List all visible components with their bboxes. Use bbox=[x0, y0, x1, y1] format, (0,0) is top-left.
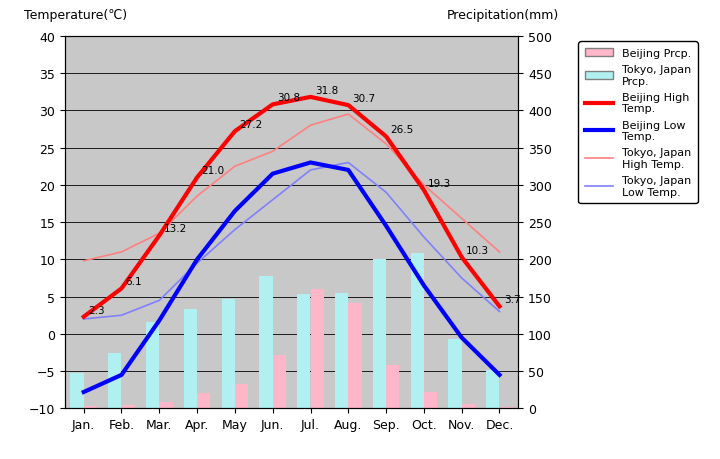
Legend: Beijing Prcp., Tokyo, Japan
Prcp., Beijing High
Temp., Beijing Low
Temp., Tokyo,: Beijing Prcp., Tokyo, Japan Prcp., Beiji… bbox=[578, 42, 698, 204]
Beijing Low
Temp. bbox=[420, 283, 428, 289]
Tokyo, Japan
Low Temp. bbox=[117, 313, 126, 319]
Tokyo, Japan
Low Temp. bbox=[495, 309, 504, 314]
Tokyo, Japan
Low Temp. bbox=[230, 227, 239, 233]
Bar bbox=[310, 290, 324, 409]
Text: 27.2: 27.2 bbox=[239, 120, 262, 130]
Text: 26.5: 26.5 bbox=[390, 125, 413, 135]
Bar bbox=[410, 254, 424, 409]
Beijing Low
Temp. bbox=[193, 257, 202, 263]
Tokyo, Japan
Low Temp. bbox=[269, 197, 277, 203]
Tokyo, Japan
Low Temp. bbox=[457, 275, 466, 281]
Beijing Low
Temp. bbox=[306, 160, 315, 166]
Bar bbox=[146, 322, 159, 409]
Bar bbox=[159, 402, 173, 409]
Beijing High
Temp. bbox=[344, 103, 353, 109]
Beijing Low
Temp. bbox=[117, 372, 126, 378]
Tokyo, Japan
Low Temp. bbox=[79, 317, 88, 322]
Text: 30.7: 30.7 bbox=[353, 94, 376, 104]
Beijing High
Temp. bbox=[420, 188, 428, 193]
Text: 21.0: 21.0 bbox=[202, 166, 225, 176]
Line: Beijing High
Temp.: Beijing High Temp. bbox=[84, 98, 500, 317]
Bar bbox=[122, 405, 135, 409]
Beijing High
Temp. bbox=[382, 134, 390, 140]
Text: 2.3: 2.3 bbox=[88, 305, 104, 315]
Tokyo, Japan
High Temp. bbox=[269, 149, 277, 155]
Line: Beijing Low
Temp.: Beijing Low Temp. bbox=[84, 163, 500, 392]
Bar bbox=[297, 294, 310, 409]
Line: Tokyo, Japan
Low Temp.: Tokyo, Japan Low Temp. bbox=[84, 163, 500, 319]
Beijing High
Temp. bbox=[269, 102, 277, 108]
Tokyo, Japan
High Temp. bbox=[230, 164, 239, 169]
Bar bbox=[184, 310, 197, 409]
Tokyo, Japan
Low Temp. bbox=[155, 298, 163, 303]
Bar bbox=[235, 384, 248, 409]
Tokyo, Japan
High Temp. bbox=[382, 142, 390, 147]
Tokyo, Japan
Low Temp. bbox=[344, 160, 353, 166]
Text: Temperature(℃): Temperature(℃) bbox=[24, 9, 127, 22]
Beijing High
Temp. bbox=[457, 255, 466, 260]
Beijing Low
Temp. bbox=[155, 318, 163, 324]
Bar bbox=[424, 392, 437, 409]
Text: 30.8: 30.8 bbox=[277, 93, 300, 103]
Beijing Low
Temp. bbox=[457, 335, 466, 341]
Beijing High
Temp. bbox=[117, 286, 126, 291]
Tokyo, Japan
Low Temp. bbox=[420, 235, 428, 240]
Beijing High
Temp. bbox=[495, 304, 504, 309]
Beijing High
Temp. bbox=[230, 129, 239, 134]
Text: 10.3: 10.3 bbox=[466, 246, 489, 255]
Bar bbox=[449, 339, 462, 409]
Text: 3.7: 3.7 bbox=[504, 295, 521, 304]
Bar bbox=[373, 260, 386, 409]
Text: Precipitation(mm): Precipitation(mm) bbox=[447, 9, 559, 22]
Beijing Low
Temp. bbox=[344, 168, 353, 174]
Bar bbox=[500, 407, 513, 409]
Bar bbox=[462, 404, 475, 409]
Bar bbox=[108, 353, 122, 409]
Text: 6.1: 6.1 bbox=[126, 277, 143, 286]
Bar bbox=[71, 373, 84, 409]
Beijing High
Temp. bbox=[306, 95, 315, 101]
Bar bbox=[348, 304, 361, 409]
Beijing High
Temp. bbox=[155, 233, 163, 239]
Beijing Low
Temp. bbox=[495, 372, 504, 378]
Text: 19.3: 19.3 bbox=[428, 179, 451, 189]
Tokyo, Japan
High Temp. bbox=[117, 250, 126, 255]
Beijing Low
Temp. bbox=[269, 172, 277, 177]
Bar bbox=[386, 365, 400, 409]
Beijing Low
Temp. bbox=[382, 224, 390, 229]
Bar bbox=[84, 407, 97, 409]
Tokyo, Japan
High Temp. bbox=[344, 112, 353, 118]
Beijing High
Temp. bbox=[193, 175, 202, 181]
Bar bbox=[335, 293, 348, 409]
Tokyo, Japan
High Temp. bbox=[79, 258, 88, 264]
Tokyo, Japan
High Temp. bbox=[306, 123, 315, 129]
Bar bbox=[273, 356, 286, 409]
Tokyo, Japan
High Temp. bbox=[457, 216, 466, 222]
Tokyo, Japan
High Temp. bbox=[155, 231, 163, 236]
Tokyo, Japan
Low Temp. bbox=[306, 168, 315, 174]
Bar bbox=[222, 299, 235, 409]
Tokyo, Japan
High Temp. bbox=[495, 250, 504, 255]
Text: 13.2: 13.2 bbox=[163, 224, 186, 234]
Tokyo, Japan
Low Temp. bbox=[382, 190, 390, 196]
Bar bbox=[486, 370, 500, 409]
Tokyo, Japan
High Temp. bbox=[193, 194, 202, 199]
Bar bbox=[259, 276, 273, 409]
Beijing High
Temp. bbox=[79, 314, 88, 320]
Tokyo, Japan
High Temp. bbox=[420, 183, 428, 188]
Text: 31.8: 31.8 bbox=[315, 85, 338, 95]
Tokyo, Japan
Low Temp. bbox=[193, 261, 202, 266]
Line: Tokyo, Japan
High Temp.: Tokyo, Japan High Temp. bbox=[84, 115, 500, 261]
Bar bbox=[197, 394, 210, 409]
Beijing Low
Temp. bbox=[79, 389, 88, 395]
Beijing Low
Temp. bbox=[230, 209, 239, 214]
